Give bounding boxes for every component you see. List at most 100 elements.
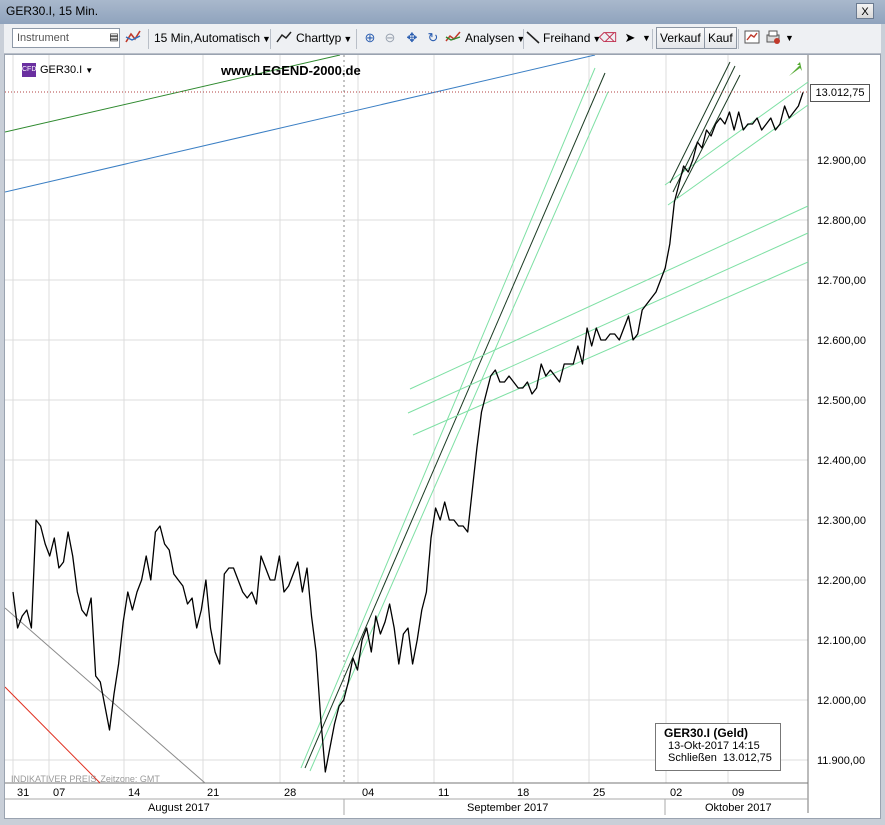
info-title: GER30.I (Geld) <box>664 726 749 740</box>
symbol-label: GER30.I <box>40 63 83 76</box>
x-tick-label: 07 <box>53 787 65 799</box>
window-titlebar: GER30.I, 15 Min. X <box>0 0 885 24</box>
toolbar: Instrument ▤ 15 Min, Automatisch ▼ Chartt… <box>4 24 881 54</box>
x-tick-label: 02 <box>670 787 682 799</box>
instrument-list-icon[interactable]: ▤ <box>109 32 119 43</box>
chevron-down-icon: ▼ <box>85 65 94 75</box>
x-tick-label: 28 <box>284 787 296 799</box>
toolbar-separator <box>523 29 524 49</box>
chevron-down-icon: ▼ <box>592 34 602 44</box>
info-datetime: 13-Okt-2017 14:15 <box>668 740 760 752</box>
month-label: Oktober 2017 <box>705 802 772 814</box>
scale-mode-label: Automatisch <box>194 31 261 45</box>
toolbar-separator <box>270 29 271 49</box>
price-info-box: GER30.I (Geld) 13-Okt-2017 14:15 Schließ… <box>655 723 781 771</box>
analyses-dropdown[interactable]: Analysen ▼ <box>465 28 525 48</box>
y-tick-label: 12.100,00 <box>817 635 866 647</box>
y-tick-label: 12.000,00 <box>817 695 866 707</box>
up-arrow-icon <box>789 62 802 76</box>
x-tick-label: 04 <box>362 787 374 799</box>
scale-mode-dropdown[interactable]: Automatisch ▼ <box>194 28 271 48</box>
cursor-dropdown[interactable]: ▼ <box>640 28 651 48</box>
parallel-channel-line <box>409 205 809 390</box>
print-icon[interactable] <box>764 28 784 48</box>
month-label: September 2017 <box>467 802 548 814</box>
x-tick-label: 14 <box>128 787 140 799</box>
zoom-out-icon[interactable]: ⊖ <box>384 30 396 45</box>
chevron-down-icon: ▼ <box>516 34 526 44</box>
month-label: August 2017 <box>148 802 210 814</box>
x-tick-label: 21 <box>207 787 219 799</box>
sell-button[interactable]: Verkauf <box>656 27 705 49</box>
print-dropdown[interactable]: ▼ <box>783 28 794 48</box>
parallel-channel-line <box>412 261 809 436</box>
freehand-dropdown[interactable]: Freihand ▼ <box>543 28 601 48</box>
y-tick-label: 12.400,00 <box>817 455 866 467</box>
price-series-line <box>12 92 804 773</box>
chart-window-icon[interactable] <box>743 28 763 48</box>
info-close-label: Schließen <box>668 752 717 764</box>
y-tick-label: 11.900,00 <box>817 755 865 767</box>
top-channel-line <box>667 104 809 206</box>
analyses-icon <box>444 28 464 48</box>
y-tick-label: 12.800,00 <box>817 215 866 227</box>
top-channel-line-dark <box>676 74 741 199</box>
zoom-in-icon[interactable]: ⊕ <box>364 30 376 45</box>
close-button[interactable]: X <box>856 3 874 19</box>
freehand-label: Freihand <box>543 31 591 45</box>
indicative-price-note: INDIKATIVER PREIS <box>11 774 97 784</box>
fit-chart-icon[interactable]: ✥ <box>406 30 418 45</box>
cursor-icon[interactable]: ➤ <box>624 30 636 45</box>
channel-line-dark <box>304 72 606 769</box>
eraser-icon[interactable]: ⌫ <box>598 30 618 45</box>
y-tick-label: 12.500,00 <box>817 395 866 407</box>
draw-line-icon <box>524 28 544 48</box>
chevron-down-icon: ▼ <box>785 33 794 43</box>
watermark-text: www.LEGEND-2000.de <box>221 63 361 78</box>
price-chart[interactable]: 11.900,00 12.000,00 12.100,00 12.200,00 12.3… <box>5 55 880 818</box>
line-chart-icon <box>275 28 295 48</box>
timeframe-dropdown[interactable]: 15 Min, <box>154 28 193 48</box>
top-channel-line-dark <box>672 65 736 193</box>
trendline-blue <box>5 55 596 193</box>
toolbar-separator <box>356 29 357 49</box>
chevron-down-icon: ▼ <box>343 34 353 44</box>
info-close-value: 13.012,75 <box>722 752 772 764</box>
toolbar-separator <box>652 29 653 49</box>
top-channel-line <box>664 81 809 186</box>
x-tick-label: 11 <box>438 787 449 799</box>
chart-footnote: INDIKATIVER PREIS Zeitzone: GMT <box>11 774 164 784</box>
toolbar-separator <box>148 29 149 49</box>
chart-compare-icon[interactable] <box>124 28 144 48</box>
buy-button[interactable]: Kauf <box>704 27 737 49</box>
x-tick-label: 25 <box>593 787 605 799</box>
cfd-icon: CFD <box>22 63 36 77</box>
y-tick-label: 12.600,00 <box>817 335 866 347</box>
last-price-label: 13.012,75 <box>810 84 870 102</box>
symbol-selector[interactable]: CFD GER30.I ▼ <box>22 63 93 77</box>
chevron-down-icon: ▼ <box>262 34 271 44</box>
chart-type-dropdown[interactable]: Charttyp ▼ <box>296 28 352 48</box>
y-tick-label: 12.200,00 <box>817 575 866 587</box>
channel-line-light <box>300 67 596 769</box>
window-title: GER30.I, 15 Min. <box>6 4 99 18</box>
instrument-input[interactable]: Instrument <box>12 28 120 48</box>
trendline-green <box>5 55 341 133</box>
y-tick-label: 12.700,00 <box>817 275 866 287</box>
chevron-down-icon: ▼ <box>642 33 651 43</box>
timezone-note: Zeitzone: GMT <box>100 774 160 784</box>
x-tick-label: 18 <box>517 787 529 799</box>
x-tick-label: 09 <box>732 787 744 799</box>
toolbar-separator <box>738 29 739 49</box>
analyses-label: Analysen <box>465 31 515 45</box>
timeframe-label: 15 Min, <box>154 31 194 45</box>
chart-type-label: Charttyp <box>296 31 342 45</box>
parallel-channel-line <box>407 232 809 414</box>
refresh-icon[interactable]: ↻ <box>427 30 439 45</box>
x-tick-label: 31 <box>17 787 29 799</box>
chart-panel[interactable]: 11.900,00 12.000,00 12.100,00 12.200,00 12.3… <box>4 54 881 819</box>
top-channel-line-dark <box>669 61 731 184</box>
y-tick-label: 12.900,00 <box>817 155 866 167</box>
y-tick-label: 12.300,00 <box>817 515 866 527</box>
info-close-row: Schließen 13.012,75 <box>668 752 772 764</box>
